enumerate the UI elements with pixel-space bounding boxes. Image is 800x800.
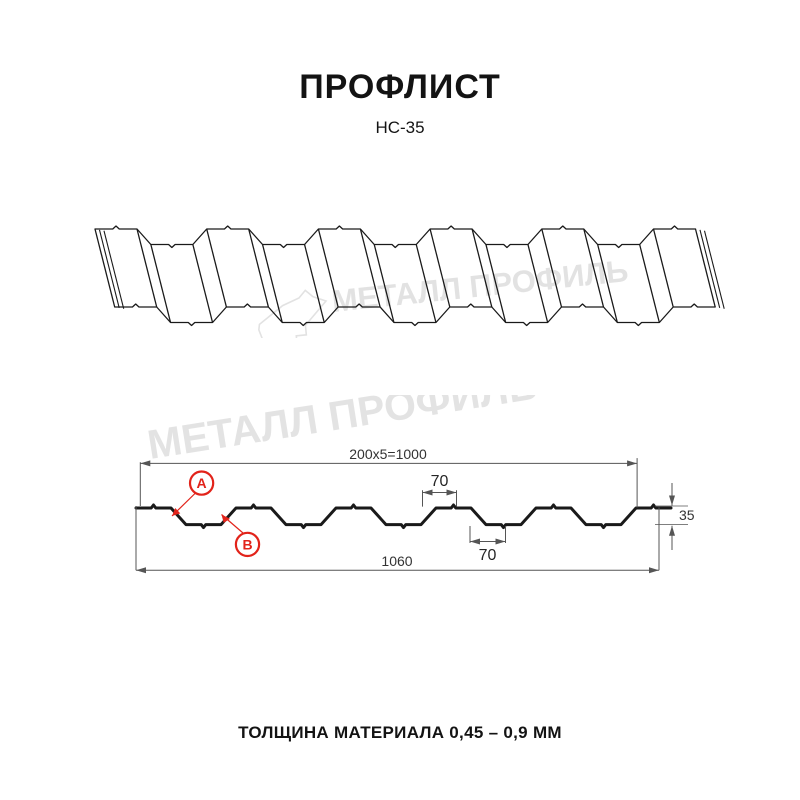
svg-text:МЕТАЛЛ ПРОФИЛЬ: МЕТАЛЛ ПРОФИЛЬ bbox=[144, 362, 540, 468]
svg-text:1060: 1060 bbox=[381, 553, 412, 569]
svg-text:A: A bbox=[197, 475, 207, 491]
svg-text:70: 70 bbox=[431, 473, 449, 490]
svg-text:B: B bbox=[242, 536, 252, 552]
svg-text:70: 70 bbox=[479, 547, 497, 564]
svg-text:200x5=1000: 200x5=1000 bbox=[349, 446, 427, 462]
svg-text:35: 35 bbox=[679, 507, 695, 523]
